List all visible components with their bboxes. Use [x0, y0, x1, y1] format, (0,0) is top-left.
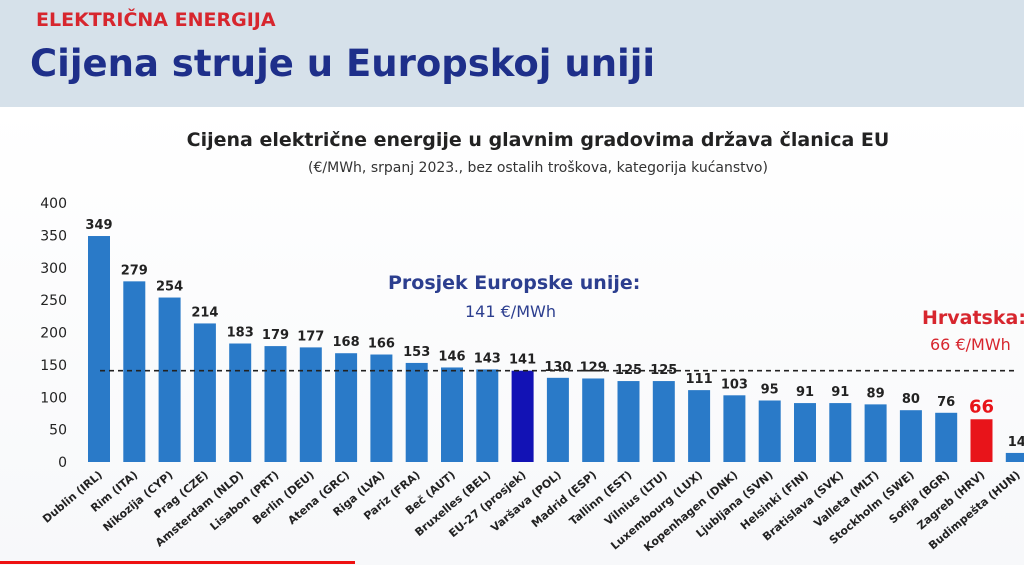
data-label: 214	[191, 305, 218, 320]
data-label: 146	[438, 349, 465, 364]
data-label: 91	[796, 385, 814, 400]
bar	[652, 381, 675, 462]
data-label: 80	[902, 392, 920, 407]
bar	[229, 343, 252, 462]
bar	[511, 370, 534, 462]
bar	[899, 410, 922, 462]
bar	[299, 347, 322, 462]
page-title: Cijena struje u Europskoj uniji	[30, 42, 656, 85]
data-label: 129	[580, 360, 607, 375]
y-tick-label: 50	[49, 423, 67, 439]
bar	[193, 323, 216, 462]
chart-title: Cijena električne energije u glavnim gra…	[186, 129, 890, 151]
x-tick-label: Tallinn (EST)	[567, 468, 635, 528]
section-kicker: ELEKTRIČNA ENERGIJA	[36, 9, 276, 31]
croatia-value: 66 €/MWh	[930, 335, 1011, 354]
bar	[88, 236, 110, 462]
bar	[546, 377, 569, 462]
data-label: 14	[1008, 435, 1024, 450]
bar	[723, 395, 746, 462]
bar	[617, 381, 640, 462]
bar	[582, 378, 605, 462]
data-label: 153	[403, 345, 430, 360]
data-label: 130	[544, 360, 571, 375]
bar	[688, 390, 711, 462]
y-tick-label: 200	[40, 326, 67, 342]
data-label: 168	[333, 335, 360, 350]
y-tick-label: 150	[40, 358, 67, 374]
data-label: 179	[262, 328, 289, 343]
data-label: 89	[867, 386, 885, 401]
bar	[476, 369, 499, 462]
y-tick-label: 300	[40, 261, 67, 277]
data-label: 91	[831, 385, 849, 400]
y-tick-label: 250	[40, 293, 67, 309]
croatia-label: Hrvatska:	[922, 307, 1024, 329]
bar	[335, 353, 358, 462]
data-label: 254	[156, 280, 183, 295]
data-label: 95	[761, 382, 779, 397]
bar	[758, 400, 781, 462]
y-tick-label: 400	[40, 196, 67, 212]
bar	[864, 404, 887, 462]
x-tick-label: Atena (GRC)	[285, 468, 352, 527]
data-label: 349	[85, 218, 112, 233]
data-label: 177	[297, 329, 324, 344]
y-tick-label: 100	[40, 390, 67, 406]
header-banner: ELEKTRIČNA ENERGIJA Cijena struje u Euro…	[0, 0, 1024, 107]
data-label: 66	[969, 396, 994, 417]
data-label: 111	[686, 372, 713, 387]
data-label: 183	[227, 326, 254, 341]
bar	[264, 346, 287, 462]
x-tick-label: Dublin (IRL)	[40, 468, 105, 525]
bar	[158, 297, 181, 462]
data-label: 76	[937, 395, 955, 410]
bar	[829, 403, 852, 462]
data-label: 143	[474, 351, 501, 366]
chart-subtitle: (€/MWh, srpanj 2023., bez ostalih troško…	[308, 160, 768, 176]
bar	[405, 362, 428, 462]
eu-average-value: 141 €/MWh	[465, 302, 556, 321]
x-tick-label: Berlin (DEU)	[250, 468, 317, 527]
data-label: 103	[721, 377, 748, 392]
bar	[935, 412, 958, 462]
bar	[970, 419, 993, 462]
bar	[794, 403, 816, 462]
data-label: 279	[121, 263, 148, 278]
y-tick-label: 350	[40, 228, 67, 244]
bar	[123, 281, 146, 462]
progress-rule	[0, 561, 355, 564]
eu-average-label: Prosjek Europske unije:	[388, 272, 641, 294]
data-label: 125	[615, 363, 642, 378]
y-tick-label: 0	[58, 455, 67, 471]
bar	[441, 367, 463, 462]
data-label: 141	[509, 353, 536, 368]
data-label: 166	[368, 337, 395, 352]
bar	[1005, 452, 1024, 462]
bar	[370, 354, 393, 462]
data-label: 125	[650, 363, 677, 378]
